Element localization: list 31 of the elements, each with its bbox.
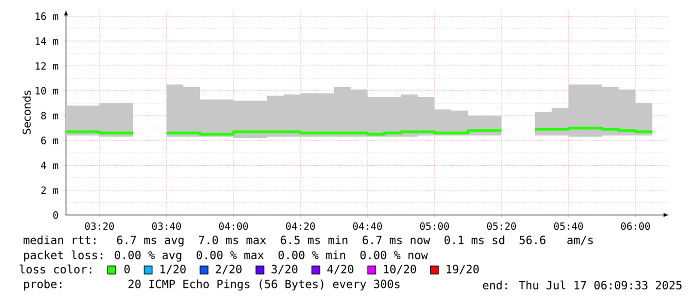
x-tick-label: 04:00 (219, 222, 248, 230)
y-tick-label: 8 m (41, 112, 58, 120)
x-tick-label: 05:20 (487, 222, 516, 230)
legend-label: 10/20 (384, 264, 416, 274)
legend-title: loss color: (20, 264, 92, 274)
x-tick-label: 04:40 (353, 222, 382, 230)
x-tick-label: 03:40 (152, 222, 181, 230)
legend-label: 2/20 (216, 264, 242, 274)
legend-label: 19/20 (446, 264, 479, 274)
x-tick-label: 05:40 (554, 222, 583, 230)
x-tick-label: 06:00 (621, 222, 650, 230)
legend-label: 1/20 (160, 264, 186, 274)
y-tick-label: 14 m (36, 37, 58, 45)
y-tick-label: 12 m (36, 62, 58, 70)
legend-label: 4/20 (327, 264, 354, 274)
text: packet loss: 0.00 % avg 0.00 % max 0.00 % min 0.00 % now (24, 250, 428, 262)
x-tick-label: 05:00 (420, 222, 449, 230)
legend-label: 3/20 (272, 264, 298, 274)
y-tick-label: 4 m (41, 162, 58, 169)
x-tick-label: 04:20 (286, 222, 315, 230)
y-tick-label: 16 m (36, 12, 58, 20)
y-axis-title: Seconds (22, 90, 31, 134)
legend-label: 0 (124, 264, 130, 274)
y-tick-label: 10 m (36, 86, 58, 95)
y-tick-label: 0 (53, 211, 58, 219)
text: probe: 20 ICMP Echo Pings (56 Bytes) every 300s (24, 279, 400, 291)
y-tick-label: 2 m (41, 186, 58, 194)
text: median rtt: 6.7 ms avg 7.0 ms max 6.5 ms min 6.7 ms now 0.1 ms sd 56.6 am/s (24, 235, 593, 247)
x-tick-label: 03:20 (85, 222, 114, 230)
y-tick-label: 6 m (41, 136, 58, 144)
text: end: Thu Jul 17 06:09:33 2025 (482, 280, 682, 290)
